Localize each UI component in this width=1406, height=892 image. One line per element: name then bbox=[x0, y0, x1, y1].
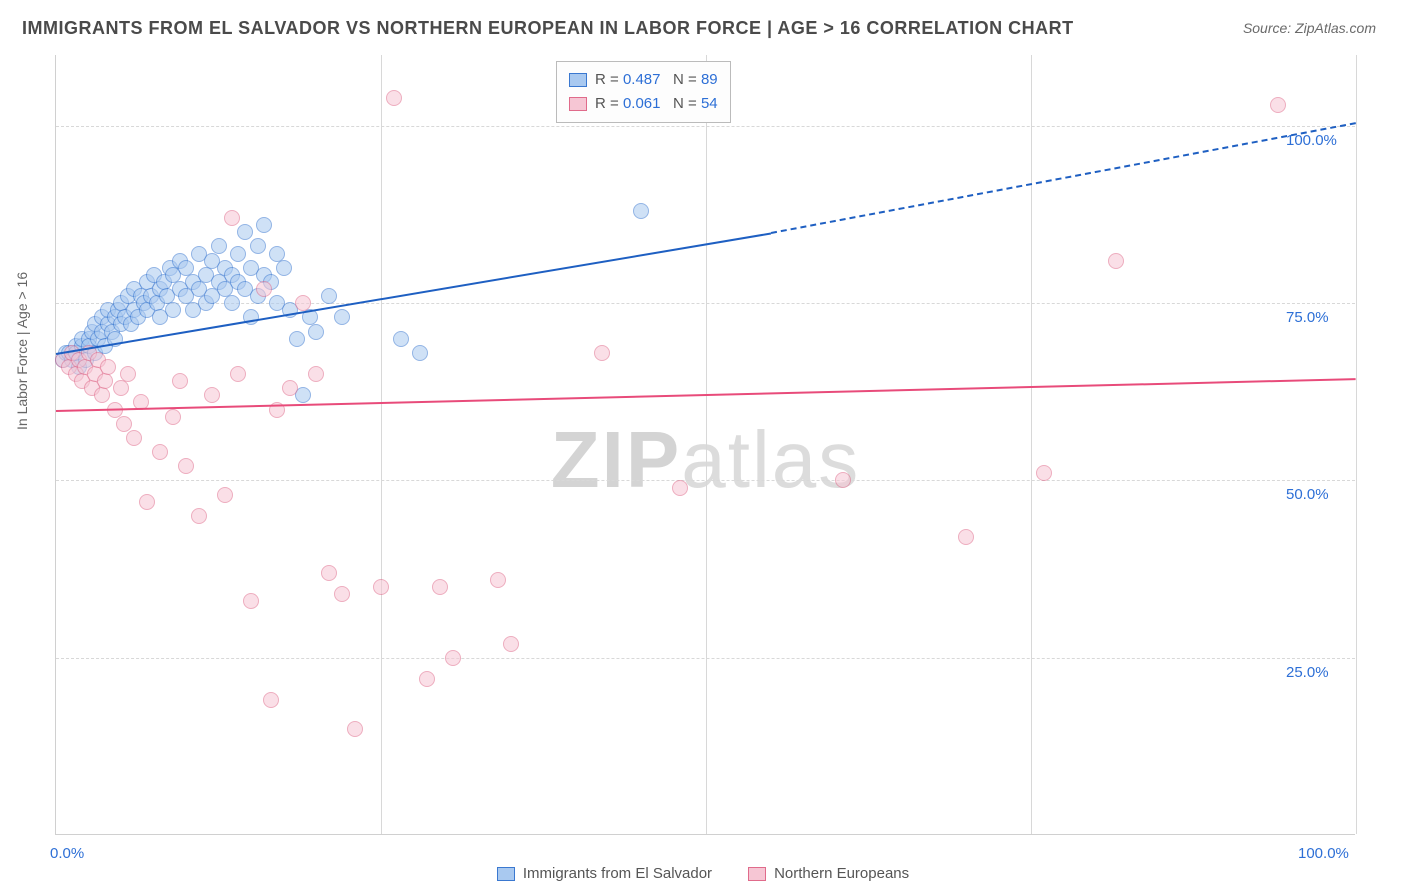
data-point bbox=[113, 380, 129, 396]
legend-swatch bbox=[569, 73, 587, 87]
data-point bbox=[224, 210, 240, 226]
legend-swatch-series1 bbox=[497, 867, 515, 881]
data-point bbox=[230, 246, 246, 262]
data-point bbox=[243, 593, 259, 609]
data-point bbox=[321, 565, 337, 581]
data-point bbox=[419, 671, 435, 687]
plot-area: ZIPatlas 25.0%50.0%75.0%100.0%0.0%100.0%… bbox=[55, 55, 1355, 835]
data-point bbox=[393, 331, 409, 347]
ytick-label: 25.0% bbox=[1286, 664, 1329, 681]
data-point bbox=[94, 387, 110, 403]
data-point bbox=[120, 366, 136, 382]
data-point bbox=[152, 444, 168, 460]
data-point bbox=[308, 366, 324, 382]
data-point bbox=[250, 238, 266, 254]
xtick-label: 0.0% bbox=[50, 845, 84, 862]
gridline-v bbox=[1356, 55, 1357, 834]
legend-item-series1: Immigrants from El Salvador bbox=[497, 865, 712, 882]
data-point bbox=[211, 238, 227, 254]
data-point bbox=[321, 288, 337, 304]
data-point bbox=[237, 224, 253, 240]
data-point bbox=[230, 366, 246, 382]
data-point bbox=[97, 373, 113, 389]
data-point bbox=[282, 380, 298, 396]
data-point bbox=[165, 409, 181, 425]
data-point bbox=[1108, 253, 1124, 269]
legend-stats: R = 0.487 N = 89 bbox=[595, 68, 718, 92]
data-point bbox=[256, 281, 272, 297]
data-point bbox=[289, 331, 305, 347]
correlation-legend: R = 0.487 N = 89R = 0.061 N = 54 bbox=[556, 61, 731, 123]
legend-row: R = 0.487 N = 89 bbox=[569, 68, 718, 92]
xtick-label: 100.0% bbox=[1298, 845, 1349, 862]
legend-swatch-series2 bbox=[748, 867, 766, 881]
data-point bbox=[295, 295, 311, 311]
data-point bbox=[373, 579, 389, 595]
legend-swatch bbox=[569, 97, 587, 111]
gridline-v bbox=[381, 55, 382, 834]
data-point bbox=[204, 387, 220, 403]
data-point bbox=[386, 90, 402, 106]
data-point bbox=[139, 494, 155, 510]
data-point bbox=[172, 373, 188, 389]
data-point bbox=[308, 324, 324, 340]
data-point bbox=[256, 217, 272, 233]
data-point bbox=[334, 586, 350, 602]
data-point bbox=[126, 430, 142, 446]
data-point bbox=[276, 260, 292, 276]
legend-label-series2: Northern Europeans bbox=[774, 865, 909, 882]
data-point bbox=[445, 650, 461, 666]
data-point bbox=[334, 309, 350, 325]
legend-stats: R = 0.061 N = 54 bbox=[595, 92, 718, 116]
data-point bbox=[165, 302, 181, 318]
data-point bbox=[1270, 97, 1286, 113]
data-point bbox=[594, 345, 610, 361]
gridline-v bbox=[706, 55, 707, 834]
data-point bbox=[412, 345, 428, 361]
data-point bbox=[263, 692, 279, 708]
data-point bbox=[100, 359, 116, 375]
chart-title: IMMIGRANTS FROM EL SALVADOR VS NORTHERN … bbox=[22, 18, 1074, 39]
gridline-v bbox=[1031, 55, 1032, 834]
bottom-legend: Immigrants from El Salvador Northern Eur… bbox=[0, 865, 1406, 882]
data-point bbox=[835, 472, 851, 488]
data-point bbox=[116, 416, 132, 432]
data-point bbox=[633, 203, 649, 219]
data-point bbox=[191, 508, 207, 524]
y-axis-label: In Labor Force | Age > 16 bbox=[14, 272, 30, 430]
data-point bbox=[958, 529, 974, 545]
data-point bbox=[503, 636, 519, 652]
legend-label-series1: Immigrants from El Salvador bbox=[523, 865, 712, 882]
watermark-light: atlas bbox=[681, 415, 860, 504]
data-point bbox=[178, 458, 194, 474]
data-point bbox=[490, 572, 506, 588]
ytick-label: 50.0% bbox=[1286, 486, 1329, 503]
data-point bbox=[672, 480, 688, 496]
data-point bbox=[432, 579, 448, 595]
watermark-bold: ZIP bbox=[551, 415, 681, 504]
data-point bbox=[224, 295, 240, 311]
data-point bbox=[217, 487, 233, 503]
source-label: Source: ZipAtlas.com bbox=[1243, 20, 1376, 36]
legend-item-series2: Northern Europeans bbox=[748, 865, 909, 882]
legend-row: R = 0.061 N = 54 bbox=[569, 92, 718, 116]
data-point bbox=[347, 721, 363, 737]
ytick-label: 75.0% bbox=[1286, 309, 1329, 326]
trend-line bbox=[771, 122, 1356, 234]
data-point bbox=[1036, 465, 1052, 481]
